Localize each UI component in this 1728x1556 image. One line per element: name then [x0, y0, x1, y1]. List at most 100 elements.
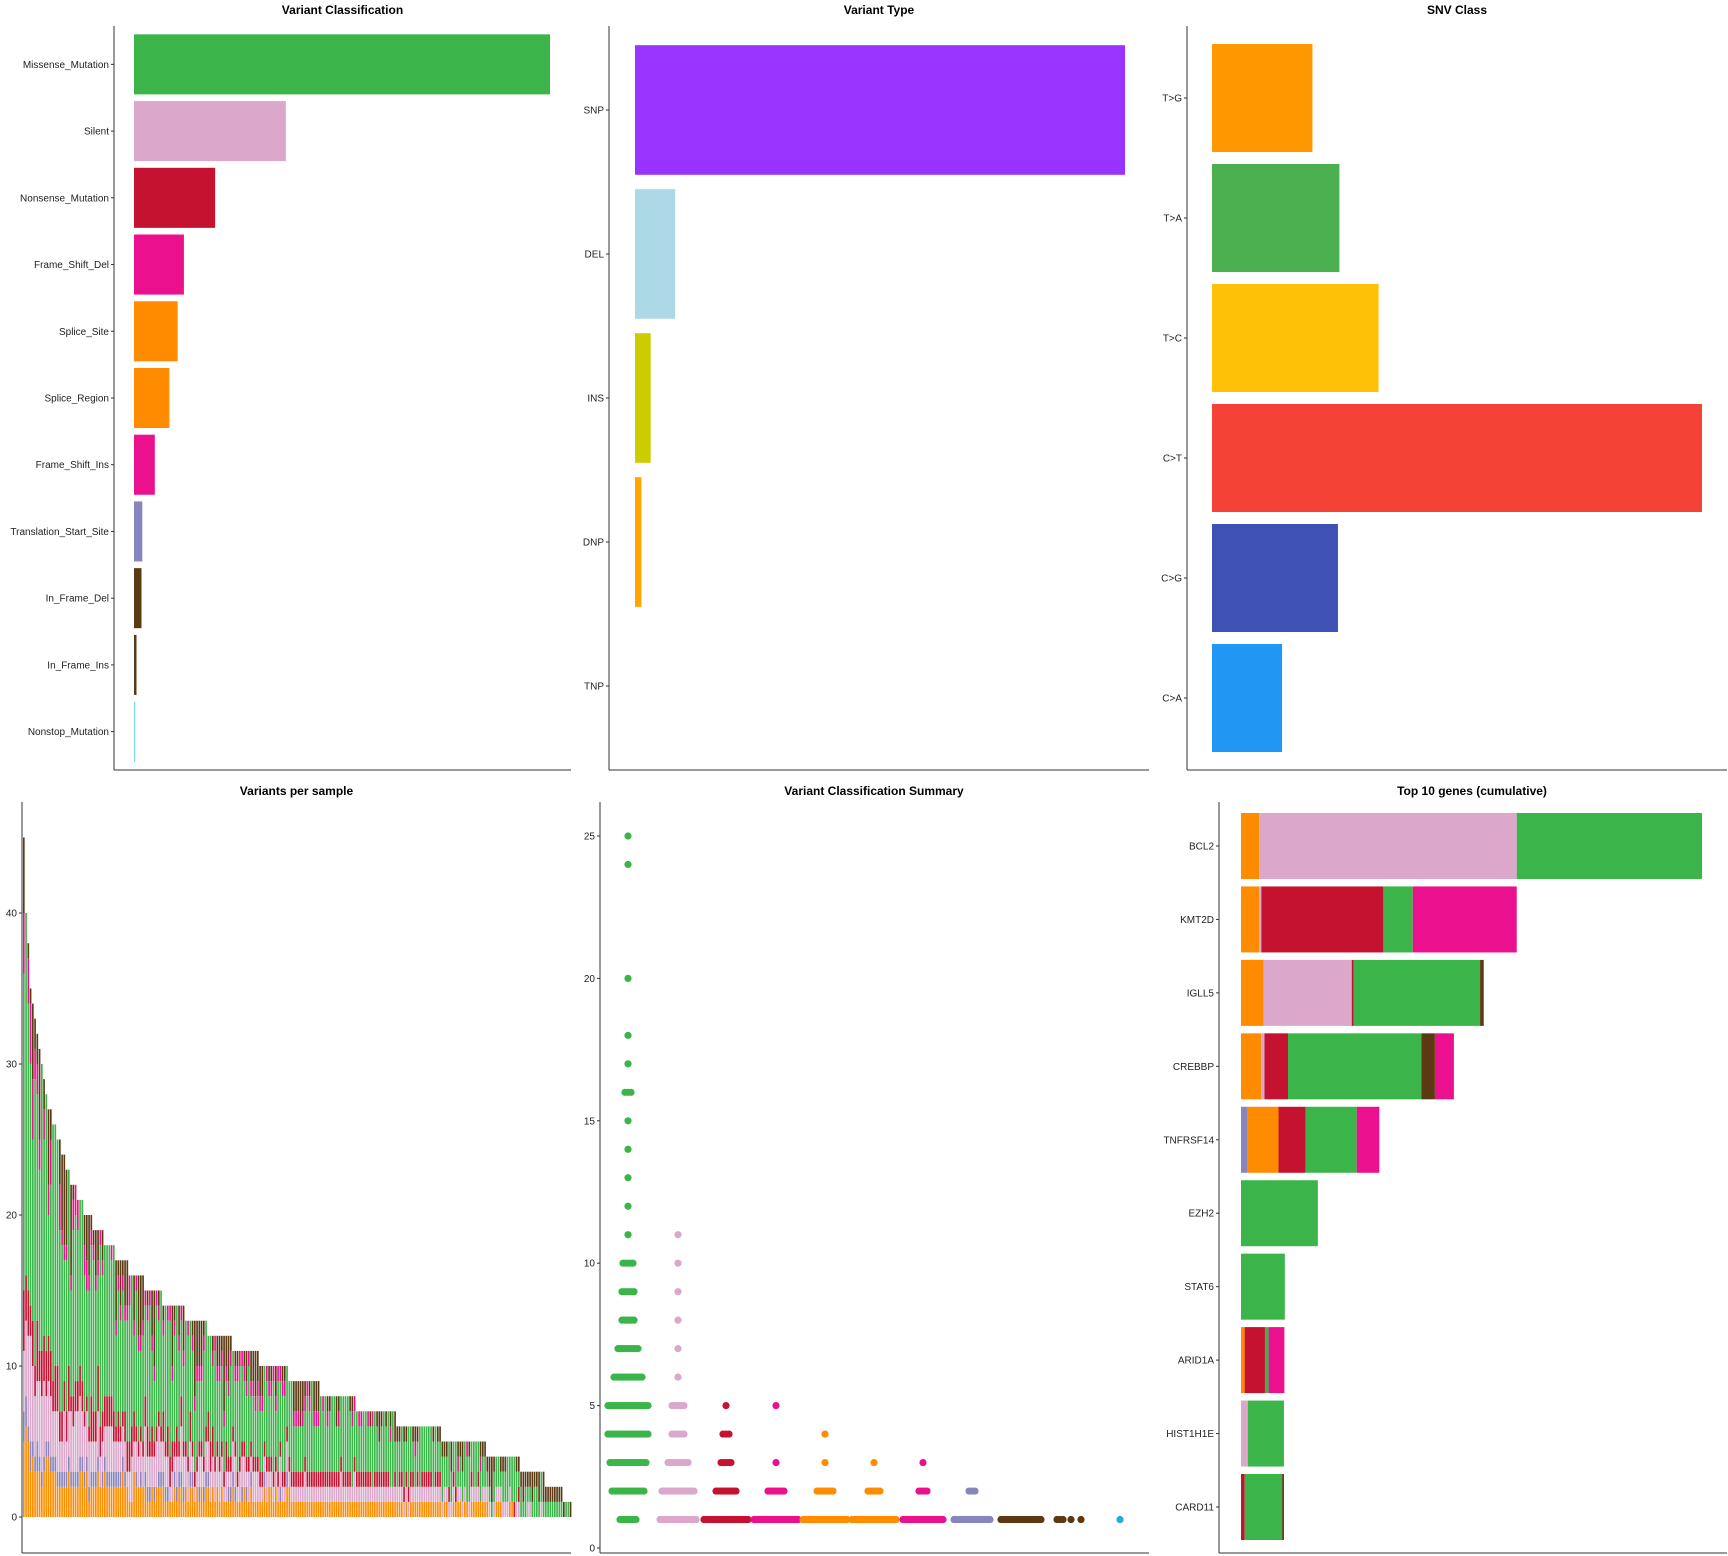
- sample-bar-segment: [315, 1381, 318, 1412]
- sample-bar-segment: [421, 1426, 423, 1472]
- sample-bar-segment: [311, 1471, 313, 1487]
- sample-bar-segment: [54, 1366, 57, 1412]
- sample-bar-segment: [443, 1501, 446, 1517]
- sample-bar-segment: [41, 1350, 43, 1397]
- sample-bar-segment: [360, 1471, 363, 1487]
- sample-bar-segment: [257, 1456, 259, 1472]
- sample-bar-segment: [27, 943, 30, 959]
- bar-splice-site: [134, 301, 178, 362]
- sample-bar-segment: [164, 1456, 167, 1487]
- sample-bar-segment: [560, 1486, 563, 1502]
- sample-bar-segment: [47, 1215, 50, 1336]
- sample-bar-segment: [155, 1305, 158, 1427]
- sample-bar-segment: [306, 1486, 309, 1502]
- bar-c-g: [1212, 524, 1338, 632]
- sample-bar-segment: [288, 1456, 291, 1472]
- bar-nonsense-mutation: [134, 167, 216, 228]
- summary-dot: [780, 1487, 788, 1495]
- sample-bar-segment: [425, 1486, 428, 1502]
- y-tick-label: TNFRSF14: [1163, 1135, 1214, 1146]
- sample-bar-segment: [545, 1501, 547, 1517]
- sample-bar-segment: [70, 1486, 72, 1517]
- sample-bar-segment: [254, 1501, 257, 1517]
- sample-bar-segment: [173, 1471, 176, 1487]
- sample-bar-segment: [178, 1335, 180, 1351]
- sample-bar-segment: [297, 1501, 300, 1517]
- sample-bar-segment: [86, 1260, 88, 1291]
- sample-bar-segment: [439, 1471, 441, 1487]
- sample-bar-segment: [167, 1456, 169, 1487]
- sample-bar-segment: [189, 1411, 192, 1442]
- sample-bar-segment: [369, 1426, 372, 1472]
- y-tick-label: Nonsense_Mutation: [20, 193, 109, 204]
- sample-bar-segment: [38, 1456, 41, 1472]
- sample-bar-segment: [518, 1486, 520, 1502]
- sample-bar-segment: [227, 1381, 230, 1397]
- sample-bar-segment: [110, 1245, 113, 1261]
- sample-bar-segment: [554, 1501, 556, 1517]
- sample-bar-segment: [119, 1471, 122, 1487]
- sample-bar-segment: [245, 1396, 248, 1457]
- sample-bar-segment: [176, 1426, 178, 1457]
- sample-bar-segment: [410, 1486, 412, 1502]
- sample-bar-segment: [362, 1486, 365, 1502]
- sample-bar-segment: [450, 1471, 453, 1502]
- sample-bar-segment: [394, 1486, 396, 1502]
- sample-bar-segment: [142, 1335, 144, 1442]
- sample-bar-segment: [270, 1486, 273, 1517]
- sample-bar-segment: [547, 1501, 549, 1517]
- y-tick-label: T>G: [1162, 94, 1182, 105]
- sample-bar-segment: [266, 1366, 268, 1382]
- sample-bar-segment: [216, 1381, 219, 1442]
- sample-bar-segment: [356, 1411, 358, 1472]
- sample-bar-segment: [297, 1486, 300, 1502]
- sample-bar-segment: [144, 1396, 147, 1427]
- sample-bar-segment: [470, 1486, 473, 1502]
- summary-dot: [627, 1088, 635, 1096]
- sample-bar-segment: [86, 1215, 88, 1261]
- sample-bar-segment: [140, 1471, 142, 1487]
- sample-bar-segment: [266, 1456, 268, 1472]
- sample-bar-segment: [180, 1305, 183, 1321]
- sample-bar-segment: [122, 1260, 124, 1276]
- sample-bar-segment: [187, 1471, 189, 1502]
- sample-bar-segment: [248, 1366, 250, 1457]
- sample-bar-segment: [488, 1501, 491, 1517]
- sample-bar-segment: [61, 1230, 63, 1246]
- sample-bar-segment: [52, 1381, 54, 1412]
- sample-bar-segment: [349, 1396, 351, 1412]
- sample-bar-segment: [135, 1426, 138, 1442]
- sample-bar-segment: [108, 1486, 111, 1517]
- sample-bar-segment: [446, 1501, 448, 1517]
- sample-bar-segment: [149, 1501, 151, 1517]
- sample-bar-segment: [353, 1471, 356, 1502]
- sample-bar-segment: [200, 1381, 203, 1442]
- sample-bar-segment: [77, 1199, 79, 1231]
- summary-dot: [674, 1373, 682, 1381]
- sample-bar-segment: [77, 1381, 79, 1412]
- sample-bar-segment: [27, 1003, 30, 1291]
- sample-bar-segment: [349, 1471, 351, 1487]
- sample-bar-segment: [497, 1486, 500, 1502]
- sample-bar-segment: [117, 1471, 120, 1487]
- sample-bar-segment: [293, 1381, 295, 1412]
- bar-splice-region: [134, 367, 170, 429]
- sample-bar-segment: [401, 1486, 403, 1502]
- gene-bar-segment-tnfrsf14: [1305, 1106, 1357, 1173]
- sample-bar-segment: [272, 1501, 275, 1517]
- sample-bar-segment: [178, 1471, 180, 1487]
- sample-bar-segment: [437, 1471, 439, 1487]
- sample-bar-segment: [72, 1199, 75, 1231]
- sample-bar-segment: [65, 1471, 68, 1487]
- sample-bar-segment: [79, 1456, 81, 1472]
- sample-bar-segment: [317, 1471, 320, 1487]
- sample-bar-segment: [56, 1366, 59, 1412]
- sample-bar-segment: [43, 1381, 45, 1457]
- sample-bar-segment: [414, 1426, 417, 1442]
- sample-bar-segment: [54, 1471, 57, 1517]
- sample-bar-segment: [185, 1486, 187, 1517]
- sample-bar-segment: [52, 1456, 54, 1472]
- sample-bar-segment: [497, 1456, 500, 1487]
- sample-bar-segment: [419, 1501, 421, 1517]
- sample-bar-segment: [295, 1426, 297, 1472]
